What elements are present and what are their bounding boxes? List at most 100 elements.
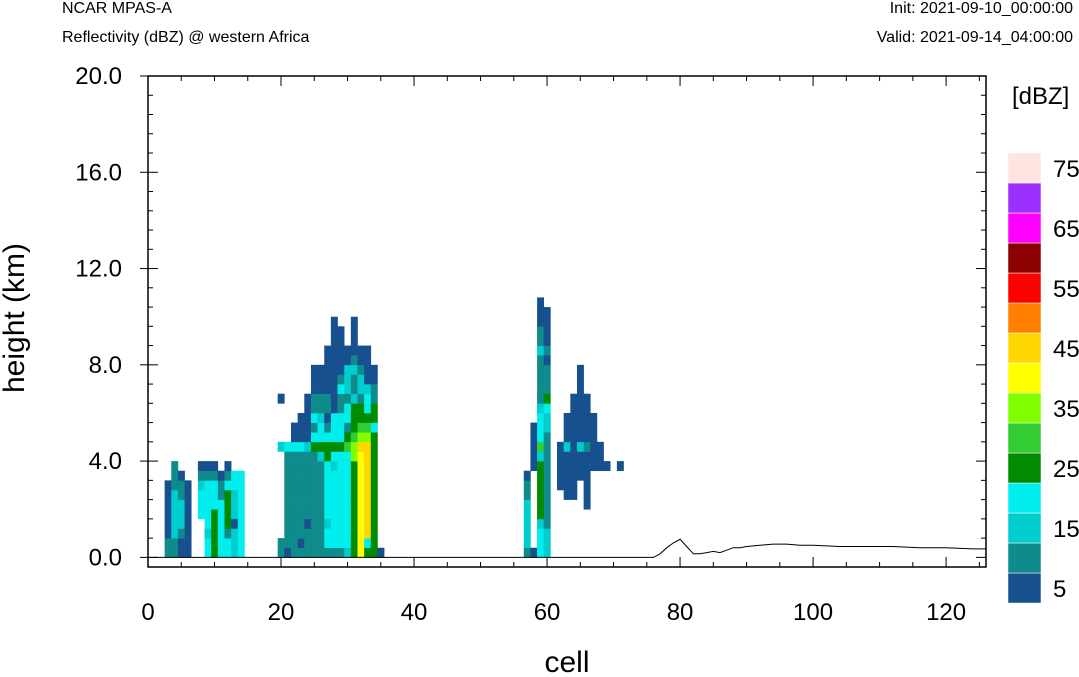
reflectivity-cell: [370, 538, 378, 549]
reflectivity-cell: [370, 547, 378, 558]
reflectivity-cell: [330, 480, 338, 491]
y-tick-label: 8.0: [89, 352, 122, 379]
x-tick-label: 60: [534, 599, 561, 626]
reflectivity-cell: [537, 412, 545, 423]
reflectivity-cell: [576, 422, 584, 433]
reflectivity-cell: [344, 345, 352, 356]
reflectivity-cell: [324, 441, 332, 452]
reflectivity-cell: [543, 384, 551, 395]
reflectivity-cell: [330, 345, 338, 356]
reflectivity-cell: [543, 307, 551, 317]
reflectivity-cell: [224, 470, 232, 481]
y-tick-label: 20.0: [75, 63, 122, 90]
reflectivity-cell: [576, 364, 584, 375]
reflectivity-cell: [310, 412, 318, 423]
reflectivity-cell: [304, 499, 312, 510]
reflectivity-cell: [324, 412, 332, 423]
reflectivity-cell: [543, 393, 551, 404]
reflectivity-cell: [284, 509, 292, 520]
reflectivity-cell: [197, 509, 205, 520]
reflectivity-cell: [224, 509, 232, 520]
reflectivity-cell: [563, 480, 571, 491]
reflectivity-cell: [344, 451, 352, 462]
reflectivity-cell: [330, 489, 338, 500]
reflectivity-cell: [237, 509, 245, 520]
reflectivity-cell: [364, 470, 372, 481]
reflectivity-cell: [164, 528, 172, 539]
reflectivity-cells: [164, 297, 624, 558]
reflectivity-cell: [364, 412, 372, 423]
reflectivity-cell: [324, 374, 332, 385]
reflectivity-cell: [537, 538, 545, 549]
reflectivity-cell: [370, 499, 378, 510]
reflectivity-cell: [590, 451, 598, 462]
colorbar-label: 5: [1053, 576, 1066, 603]
reflectivity-cell: [217, 480, 225, 491]
colorbar-swatch: [1007, 422, 1042, 454]
reflectivity-cell: [290, 547, 298, 558]
reflectivity-cell: [211, 509, 219, 520]
reflectivity-cell: [304, 528, 312, 539]
reflectivity-cell: [570, 470, 578, 481]
reflectivity-cell: [357, 364, 365, 375]
colorbar-title: [dBZ]: [1012, 83, 1069, 110]
reflectivity-cell: [364, 384, 372, 395]
reflectivity-cell: [537, 451, 545, 462]
reflectivity-cell: [563, 470, 571, 481]
reflectivity-cell: [317, 489, 325, 500]
reflectivity-cell: [350, 432, 358, 443]
reflectivity-cell: [543, 461, 551, 472]
reflectivity-cell: [330, 393, 338, 404]
reflectivity-cell: [337, 355, 345, 366]
reflectivity-cell: [350, 518, 358, 529]
reflectivity-cell: [224, 528, 232, 539]
reflectivity-cell: [357, 470, 365, 481]
reflectivity-cell: [537, 480, 545, 491]
reflectivity-cell: [304, 461, 312, 472]
reflectivity-cell: [357, 451, 365, 462]
reflectivity-cell: [330, 518, 338, 529]
reflectivity-cell: [350, 499, 358, 510]
reflectivity-cell: [197, 489, 205, 500]
reflectivity-cell: [357, 499, 365, 510]
reflectivity-cell: [337, 499, 345, 510]
reflectivity-cell: [350, 335, 358, 346]
reflectivity-cell: [217, 518, 225, 529]
reflectivity-cell: [370, 480, 378, 491]
y-tick-label: 16.0: [75, 159, 122, 186]
reflectivity-cell: [583, 480, 591, 491]
reflectivity-cell: [204, 518, 212, 529]
colorbar-swatch: [1007, 152, 1042, 184]
reflectivity-cell: [184, 480, 192, 491]
reflectivity-cell: [284, 518, 292, 529]
reflectivity-cell: [184, 489, 192, 500]
reflectivity-cell: [310, 518, 318, 529]
reflectivity-cell: [537, 297, 545, 308]
reflectivity-cell: [310, 538, 318, 549]
x-axis-title: cell: [544, 646, 589, 677]
reflectivity-cell: [576, 393, 584, 404]
reflectivity-cell: [350, 345, 358, 356]
reflectivity-cell: [570, 393, 578, 404]
reflectivity-cell: [297, 441, 305, 452]
reflectivity-cell: [204, 499, 212, 510]
reflectivity-cell: [337, 547, 345, 558]
reflectivity-cell: [177, 480, 185, 491]
reflectivity-cell: [310, 374, 318, 385]
reflectivity-cell: [290, 432, 298, 443]
reflectivity-cell: [590, 432, 598, 443]
reflectivity-cell: [310, 499, 318, 510]
reflectivity-cell: [290, 451, 298, 462]
reflectivity-cell: [297, 547, 305, 558]
y-tick-label: 4.0: [89, 448, 122, 475]
x-tick-label: 40: [401, 599, 428, 626]
reflectivity-cell: [304, 518, 312, 529]
reflectivity-cell: [304, 393, 312, 404]
app-title: NCAR MPAS-A: [62, 0, 172, 17]
reflectivity-cell: [330, 528, 338, 539]
reflectivity-cell: [570, 412, 578, 423]
reflectivity-cell: [330, 364, 338, 375]
colorbar-swatch: [1007, 182, 1042, 214]
reflectivity-cell: [350, 461, 358, 472]
